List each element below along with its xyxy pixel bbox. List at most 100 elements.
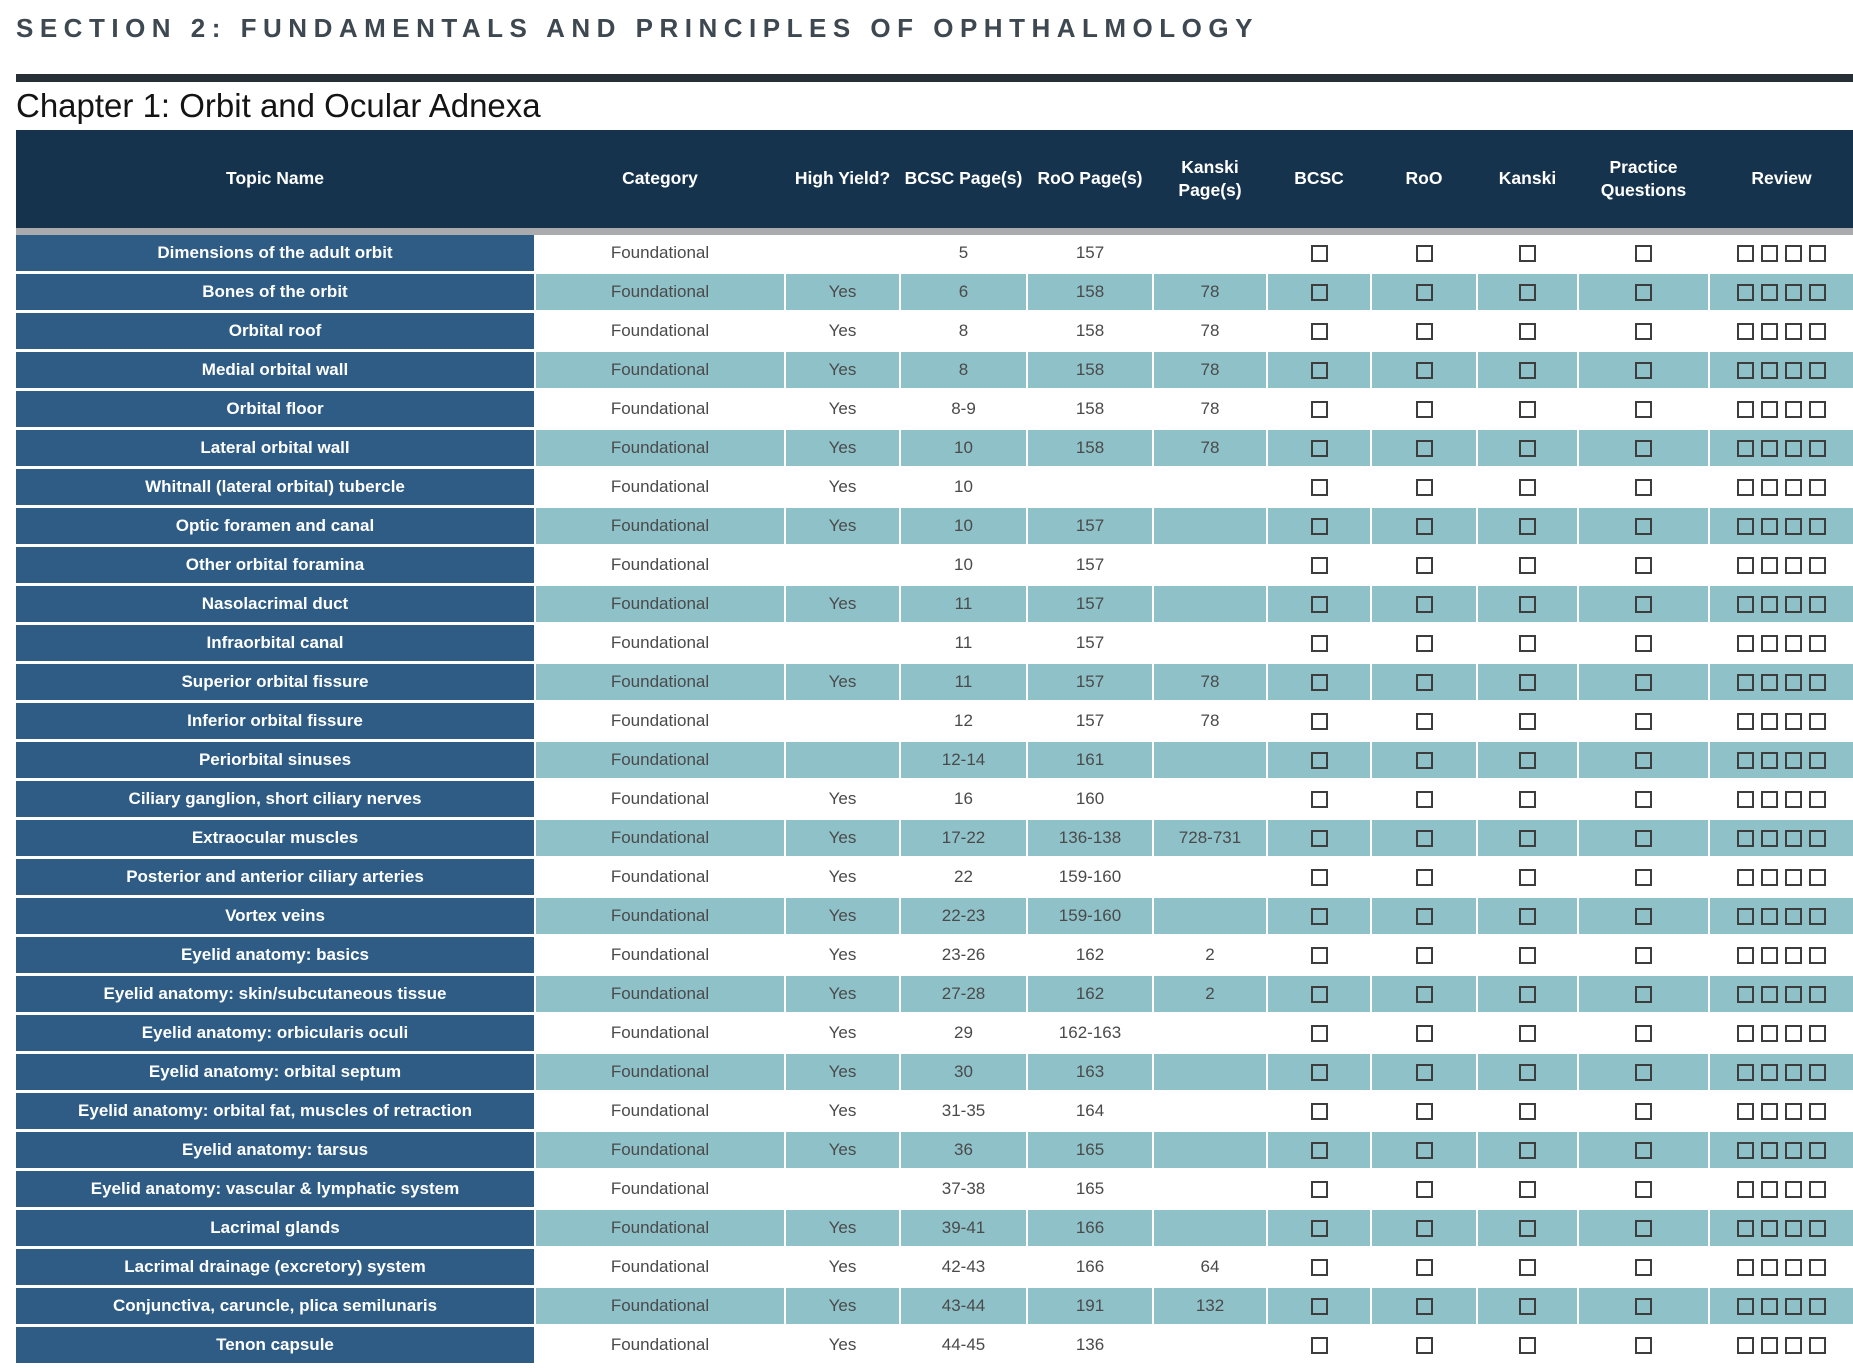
- review-checkbox[interactable]: [1761, 1258, 1778, 1276]
- roo-checkbox[interactable]: [1415, 1102, 1433, 1120]
- review-checkbox[interactable]: [1809, 244, 1826, 262]
- review-checkbox[interactable]: [1809, 595, 1826, 613]
- review-checkbox[interactable]: [1761, 400, 1778, 418]
- review-checkbox[interactable]: [1761, 283, 1778, 301]
- review-checkbox[interactable]: [1809, 946, 1826, 964]
- roo-checkbox[interactable]: [1415, 556, 1433, 574]
- kanski-checkbox[interactable]: [1519, 322, 1536, 340]
- review-checkbox[interactable]: [1785, 1180, 1802, 1198]
- review-checkbox[interactable]: [1761, 829, 1778, 847]
- kanski-checkbox[interactable]: [1519, 517, 1536, 535]
- review-checkbox[interactable]: [1761, 517, 1778, 535]
- practice-questions-checkbox[interactable]: [1635, 1024, 1652, 1042]
- review-checkbox[interactable]: [1785, 868, 1802, 886]
- review-checkbox[interactable]: [1761, 634, 1778, 652]
- review-checkbox[interactable]: [1785, 400, 1802, 418]
- review-checkbox[interactable]: [1737, 907, 1754, 925]
- practice-questions-checkbox[interactable]: [1635, 751, 1652, 769]
- bcsc-checkbox[interactable]: [1310, 634, 1328, 652]
- review-checkbox[interactable]: [1761, 1336, 1778, 1354]
- kanski-checkbox[interactable]: [1519, 868, 1536, 886]
- review-checkbox[interactable]: [1785, 1141, 1802, 1159]
- roo-checkbox[interactable]: [1415, 361, 1433, 379]
- kanski-checkbox[interactable]: [1519, 361, 1536, 379]
- practice-questions-checkbox[interactable]: [1635, 439, 1652, 457]
- kanski-checkbox[interactable]: [1519, 829, 1536, 847]
- bcsc-checkbox[interactable]: [1310, 1219, 1328, 1237]
- review-checkbox[interactable]: [1737, 556, 1754, 574]
- bcsc-checkbox[interactable]: [1310, 1258, 1328, 1276]
- roo-checkbox[interactable]: [1415, 400, 1433, 418]
- review-checkbox[interactable]: [1761, 322, 1778, 340]
- bcsc-checkbox[interactable]: [1310, 1141, 1328, 1159]
- review-checkbox[interactable]: [1785, 1024, 1802, 1042]
- review-checkbox[interactable]: [1809, 829, 1826, 847]
- roo-checkbox[interactable]: [1415, 1141, 1433, 1159]
- review-checkbox[interactable]: [1737, 1102, 1754, 1120]
- review-checkbox[interactable]: [1785, 1336, 1802, 1354]
- review-checkbox[interactable]: [1737, 244, 1754, 262]
- review-checkbox[interactable]: [1737, 673, 1754, 691]
- review-checkbox[interactable]: [1785, 1063, 1802, 1081]
- roo-checkbox[interactable]: [1415, 1297, 1433, 1315]
- review-checkbox[interactable]: [1737, 1024, 1754, 1042]
- review-checkbox[interactable]: [1809, 790, 1826, 808]
- bcsc-checkbox[interactable]: [1310, 595, 1328, 613]
- review-checkbox[interactable]: [1761, 673, 1778, 691]
- review-checkbox[interactable]: [1809, 361, 1826, 379]
- review-checkbox[interactable]: [1737, 868, 1754, 886]
- review-checkbox[interactable]: [1809, 322, 1826, 340]
- review-checkbox[interactable]: [1737, 1180, 1754, 1198]
- review-checkbox[interactable]: [1761, 1141, 1778, 1159]
- practice-questions-checkbox[interactable]: [1635, 1063, 1652, 1081]
- review-checkbox[interactable]: [1785, 283, 1802, 301]
- review-checkbox[interactable]: [1785, 790, 1802, 808]
- review-checkbox[interactable]: [1761, 361, 1778, 379]
- roo-checkbox[interactable]: [1415, 517, 1433, 535]
- review-checkbox[interactable]: [1737, 751, 1754, 769]
- review-checkbox[interactable]: [1809, 868, 1826, 886]
- roo-checkbox[interactable]: [1415, 985, 1433, 1003]
- review-checkbox[interactable]: [1737, 1063, 1754, 1081]
- review-checkbox[interactable]: [1737, 322, 1754, 340]
- review-checkbox[interactable]: [1809, 517, 1826, 535]
- kanski-checkbox[interactable]: [1519, 673, 1536, 691]
- review-checkbox[interactable]: [1809, 712, 1826, 730]
- review-checkbox[interactable]: [1809, 1219, 1826, 1237]
- bcsc-checkbox[interactable]: [1310, 907, 1328, 925]
- review-checkbox[interactable]: [1809, 1297, 1826, 1315]
- review-checkbox[interactable]: [1809, 400, 1826, 418]
- roo-checkbox[interactable]: [1415, 1258, 1433, 1276]
- roo-checkbox[interactable]: [1415, 790, 1433, 808]
- kanski-checkbox[interactable]: [1519, 283, 1536, 301]
- review-checkbox[interactable]: [1761, 712, 1778, 730]
- roo-checkbox[interactable]: [1415, 829, 1433, 847]
- review-checkbox[interactable]: [1785, 361, 1802, 379]
- review-checkbox[interactable]: [1761, 790, 1778, 808]
- review-checkbox[interactable]: [1809, 1063, 1826, 1081]
- bcsc-checkbox[interactable]: [1310, 751, 1328, 769]
- review-checkbox[interactable]: [1809, 751, 1826, 769]
- roo-checkbox[interactable]: [1415, 478, 1433, 496]
- roo-checkbox[interactable]: [1415, 907, 1433, 925]
- kanski-checkbox[interactable]: [1519, 478, 1536, 496]
- practice-questions-checkbox[interactable]: [1635, 595, 1652, 613]
- review-checkbox[interactable]: [1761, 1063, 1778, 1081]
- roo-checkbox[interactable]: [1415, 946, 1433, 964]
- bcsc-checkbox[interactable]: [1310, 1297, 1328, 1315]
- review-checkbox[interactable]: [1761, 1180, 1778, 1198]
- practice-questions-checkbox[interactable]: [1635, 478, 1652, 496]
- practice-questions-checkbox[interactable]: [1635, 400, 1652, 418]
- review-checkbox[interactable]: [1809, 283, 1826, 301]
- kanski-checkbox[interactable]: [1519, 556, 1536, 574]
- review-checkbox[interactable]: [1809, 1336, 1826, 1354]
- review-checkbox[interactable]: [1761, 946, 1778, 964]
- review-checkbox[interactable]: [1809, 1141, 1826, 1159]
- review-checkbox[interactable]: [1761, 985, 1778, 1003]
- practice-questions-checkbox[interactable]: [1635, 517, 1652, 535]
- review-checkbox[interactable]: [1809, 1258, 1826, 1276]
- review-checkbox[interactable]: [1785, 322, 1802, 340]
- review-checkbox[interactable]: [1809, 478, 1826, 496]
- kanski-checkbox[interactable]: [1519, 712, 1536, 730]
- roo-checkbox[interactable]: [1415, 751, 1433, 769]
